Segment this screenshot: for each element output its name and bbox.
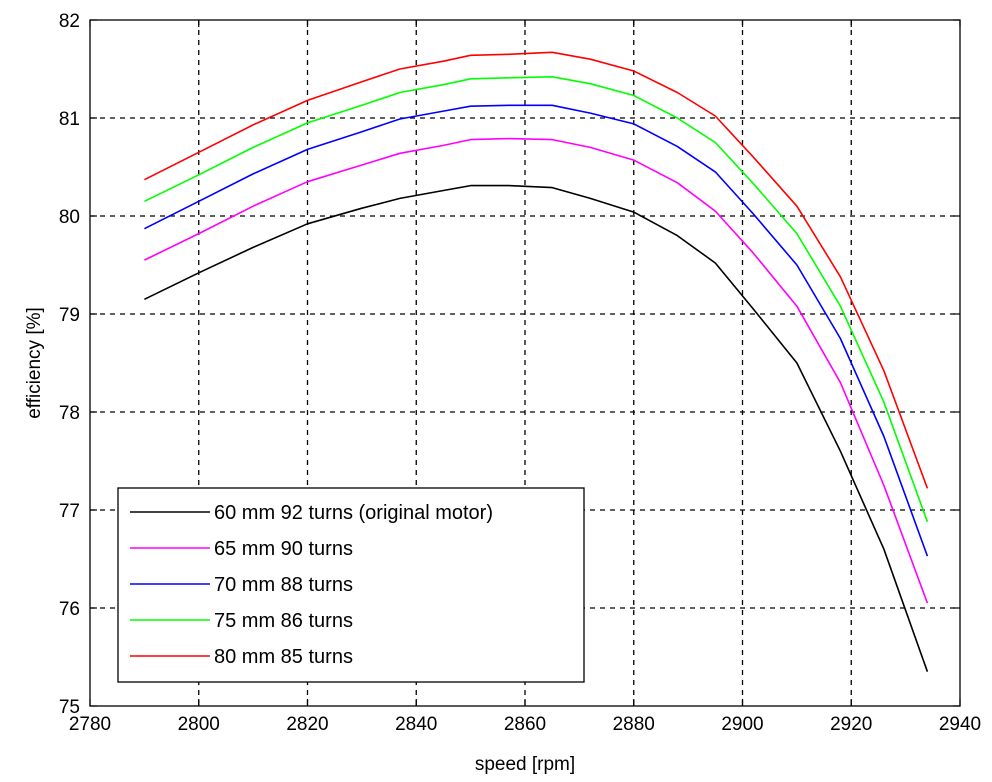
y-tick-label: 75 bbox=[59, 697, 80, 718]
y-tick-label: 82 bbox=[59, 11, 80, 32]
legend-entry: 80 mm 85 turns bbox=[214, 646, 353, 668]
y-tick-label: 80 bbox=[59, 207, 80, 228]
y-tick-label: 76 bbox=[59, 599, 80, 620]
x-tick-label: 2860 bbox=[504, 714, 546, 735]
series-lines bbox=[144, 51, 929, 672]
x-axis-label: speed [rpm] bbox=[475, 754, 575, 775]
y-axis-label: efficiency [%] bbox=[24, 307, 45, 419]
series-line bbox=[144, 51, 929, 489]
x-tick-label: 2820 bbox=[286, 714, 328, 735]
y-tick-label: 79 bbox=[59, 305, 80, 326]
x-tick-label: 2900 bbox=[721, 714, 763, 735]
y-tick-label: 77 bbox=[59, 501, 80, 522]
legend-entry: 70 mm 88 turns bbox=[214, 574, 353, 596]
axis-ticks: 2780 2800 2820 2840 2860 2880 2900 2920 2940 75 76… bbox=[59, 11, 981, 735]
y-tick-label: 78 bbox=[59, 403, 80, 424]
x-tick-label: 2800 bbox=[178, 714, 220, 735]
y-tick-label: 81 bbox=[59, 109, 80, 130]
series-line bbox=[144, 76, 929, 523]
series-line bbox=[144, 104, 929, 557]
x-tick-label: 2920 bbox=[830, 714, 872, 735]
legend-box bbox=[117, 487, 585, 683]
x-tick-label: 2840 bbox=[395, 714, 437, 735]
legend-entry: 60 mm 92 turns (original motor) bbox=[214, 502, 493, 524]
series-line bbox=[144, 184, 929, 672]
x-tick-label: 2780 bbox=[69, 714, 111, 735]
legend-entry: 75 mm 86 turns bbox=[214, 610, 353, 632]
legend-entry: 65 mm 90 turns bbox=[214, 538, 353, 560]
x-tick-label: 2940 bbox=[939, 714, 981, 735]
x-tick-label: 2880 bbox=[613, 714, 655, 735]
legend: 60 mm 92 turns (original motor) 65 mm 90 … bbox=[117, 487, 585, 683]
series-line bbox=[144, 137, 929, 604]
